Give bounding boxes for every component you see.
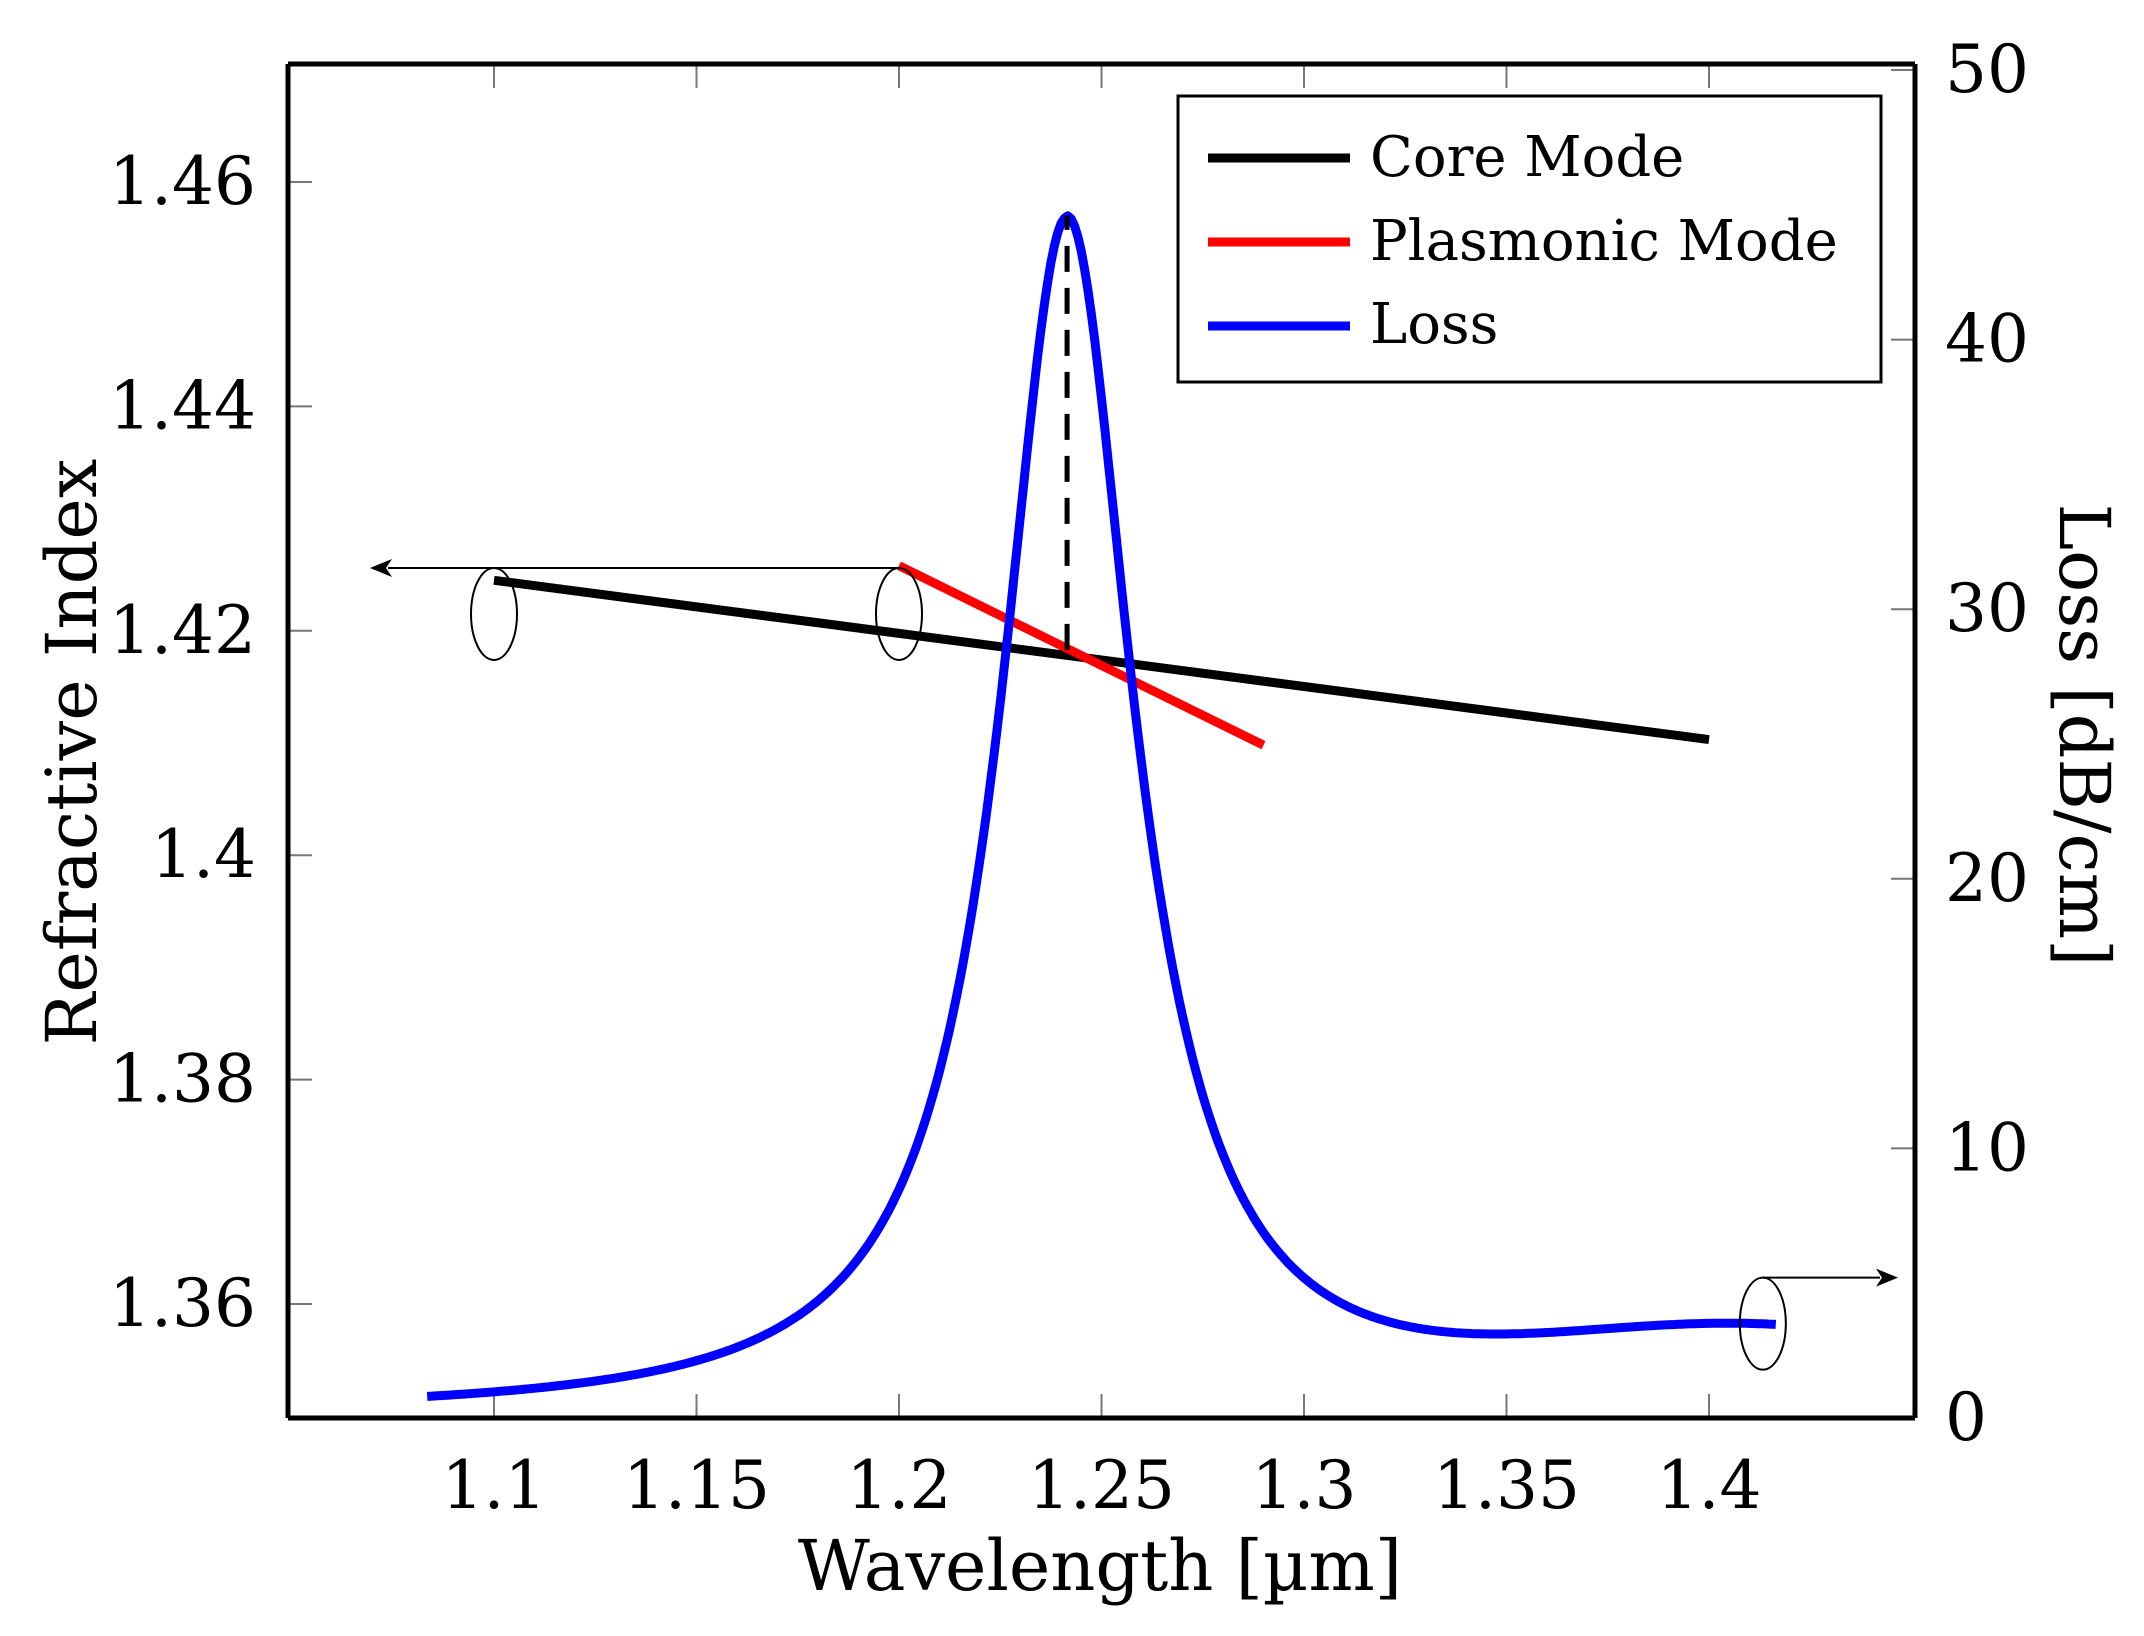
series-line-plasmonic-mode bbox=[897, 561, 1266, 750]
y-right-tick-label: 0 bbox=[1945, 1379, 1987, 1456]
left-pointer-arrowhead bbox=[370, 558, 392, 577]
y-right-tick-label: 10 bbox=[1945, 1109, 2029, 1186]
y-left-tick-label: 1.38 bbox=[109, 1041, 256, 1118]
y-right-tick-label: 30 bbox=[1945, 570, 2029, 647]
y-left-tick-label: 1.36 bbox=[109, 1265, 256, 1342]
legend-label-core-mode: Core Mode bbox=[1370, 125, 1684, 190]
y-right-tick-label: 50 bbox=[1945, 31, 2029, 108]
x-tick-label: 1.2 bbox=[847, 1447, 952, 1524]
legend-label-loss: Loss bbox=[1370, 292, 1498, 357]
annotation-layer bbox=[370, 215, 1898, 1371]
x-tick-label: 1.4 bbox=[1657, 1447, 1762, 1524]
y-right-axis-title: Loss [dB/cm] bbox=[2043, 504, 2125, 967]
y-left-tick-labels: 1.36 1.38 1.4 1.42 1.44 1.46 bbox=[109, 143, 256, 1342]
series-line-loss bbox=[426, 211, 1777, 1401]
legend-label-plasmonic-mode: Plasmonic Mode bbox=[1370, 209, 1838, 274]
x-tick-label: 1.3 bbox=[1252, 1447, 1357, 1524]
y-right-tick-labels: 0 10 20 30 40 50 bbox=[1945, 31, 2029, 1456]
series-layer bbox=[426, 211, 1777, 1401]
y-left-axis-title: Refractive Index bbox=[31, 459, 113, 1046]
x-axis-title: Wavelength [µm] bbox=[798, 1525, 1402, 1607]
x-tick-label: 1.1 bbox=[442, 1447, 547, 1524]
y-left-tick-label: 1.46 bbox=[109, 143, 256, 220]
y-left-tick-label: 1.44 bbox=[109, 367, 256, 444]
x-tick-labels: 1.1 1.15 1.2 1.25 1.3 1.35 1.4 bbox=[442, 1447, 1762, 1524]
x-tick-label: 1.15 bbox=[623, 1447, 770, 1524]
y-right-tick-label: 20 bbox=[1945, 840, 2029, 917]
y-left-tick-label: 1.42 bbox=[109, 592, 256, 669]
y-right-tick-label: 40 bbox=[1945, 301, 2029, 378]
axis-frame bbox=[285, 61, 1918, 1421]
x-tick-label: 1.25 bbox=[1028, 1447, 1175, 1524]
legend: Core Mode Plasmonic Mode Loss bbox=[1176, 94, 1883, 384]
y-left-tick-label: 1.4 bbox=[151, 816, 256, 893]
x-tick-label: 1.35 bbox=[1433, 1447, 1580, 1524]
tick-marks bbox=[288, 64, 1915, 1419]
series-line-core-mode bbox=[493, 575, 1710, 745]
right-pointer-arrowhead bbox=[1876, 1268, 1898, 1287]
